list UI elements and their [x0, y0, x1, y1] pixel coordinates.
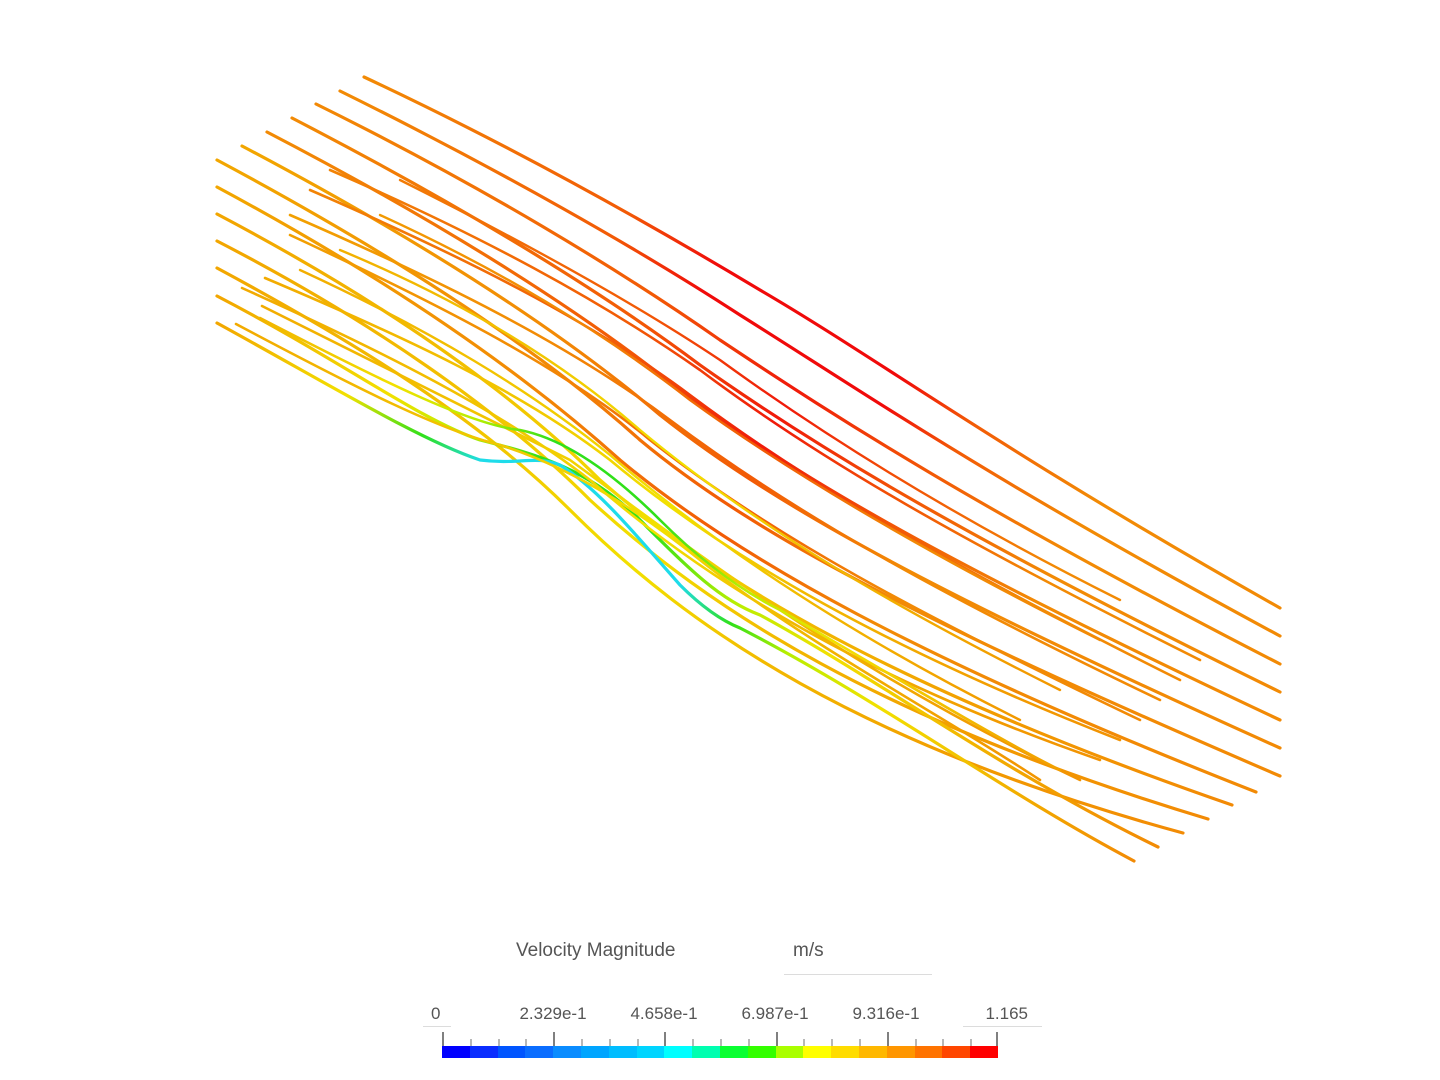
colorbar-segment [469, 1046, 498, 1058]
streamline [288, 213, 1162, 702]
colorbar-tick [497, 1039, 500, 1046]
streamline [265, 130, 1282, 722]
streamline [263, 276, 1122, 742]
colorbar-tick [914, 1039, 917, 1046]
colorbar-segment [692, 1046, 720, 1058]
colorbar-tick [803, 1039, 806, 1046]
streamline [240, 144, 1282, 750]
colorbar-segment [442, 1046, 470, 1058]
unit-select[interactable]: m/s [784, 932, 932, 975]
colorbar-segment [525, 1046, 554, 1058]
colorbar-tick [553, 1032, 556, 1046]
streamline [234, 322, 1042, 782]
colorbar-segment [608, 1046, 637, 1058]
range-max-input[interactable]: 1.165 [963, 1002, 1042, 1027]
colorbar-segment [719, 1046, 748, 1058]
colorbar-segment [914, 1046, 943, 1058]
colorbar-segment [664, 1046, 693, 1058]
streamline [314, 102, 1282, 666]
colorbar-segment [970, 1046, 998, 1058]
streamline [338, 248, 1062, 692]
colorbar-tick [442, 1032, 444, 1046]
colorbar-tick [664, 1032, 667, 1046]
streamline [308, 188, 1182, 682]
streamline [258, 316, 1062, 772]
unit-value: m/s [793, 940, 824, 961]
streamline [215, 321, 1136, 863]
streamline [288, 233, 1142, 722]
tick-label: 9.316e-1 [852, 1004, 920, 1023]
colorbar-segment [747, 1046, 776, 1058]
colorbar-tick [525, 1039, 528, 1046]
streamline [240, 286, 1102, 762]
colorbar-tick [608, 1039, 611, 1046]
streamline [328, 168, 1202, 662]
colorbar-segment [553, 1046, 581, 1058]
legend-title: Velocity Magnitude [516, 940, 676, 961]
colorbar-segment [775, 1046, 804, 1058]
streamline [362, 75, 1282, 610]
streamline [215, 266, 1185, 835]
tick-label: 4.658e-1 [630, 1004, 698, 1023]
range-min-input[interactable]: 0 [423, 1002, 451, 1027]
colorbar-tick [859, 1039, 861, 1046]
colorbar-gradient [442, 1046, 998, 1058]
colorbar-tick [996, 1032, 998, 1046]
streamline [338, 89, 1282, 638]
colorbar-segment [886, 1046, 915, 1058]
colorbar-tick [747, 1039, 750, 1046]
streamline [260, 304, 1082, 782]
colorbar-tick [970, 1039, 973, 1046]
streamline [398, 178, 1122, 602]
colorbar-segment [497, 1046, 526, 1058]
colorbar [442, 1030, 998, 1060]
colorbar-segment [580, 1046, 609, 1058]
colorbar-segment [636, 1046, 665, 1058]
tick-label: 2.329e-1 [519, 1004, 587, 1023]
streamlines-plot [215, 75, 1282, 863]
colorbar-tick [942, 1039, 945, 1046]
colorbar-tick [775, 1032, 778, 1046]
colorbar-tick [581, 1039, 583, 1046]
colorbar-tick [720, 1039, 722, 1046]
3d-viewport[interactable] [0, 0, 1440, 900]
streamline [215, 185, 1258, 794]
colorbar-segment [858, 1046, 887, 1058]
colorbar-tick [886, 1032, 889, 1046]
colorbar-tick [831, 1039, 834, 1046]
colorbar-tick [636, 1039, 639, 1046]
colorbar-segment [831, 1046, 859, 1058]
colorbar-segment [942, 1046, 971, 1058]
colorbar-tick [692, 1039, 695, 1046]
streamline [378, 213, 1102, 642]
colorbar-tick [469, 1039, 472, 1046]
tick-label: 6.987e-1 [741, 1004, 809, 1023]
color-legend: Velocity Magnitude m/s 0 2.329e-1 4.658e… [0, 920, 1440, 1080]
streamline [298, 268, 1022, 722]
colorbar-segment [803, 1046, 832, 1058]
